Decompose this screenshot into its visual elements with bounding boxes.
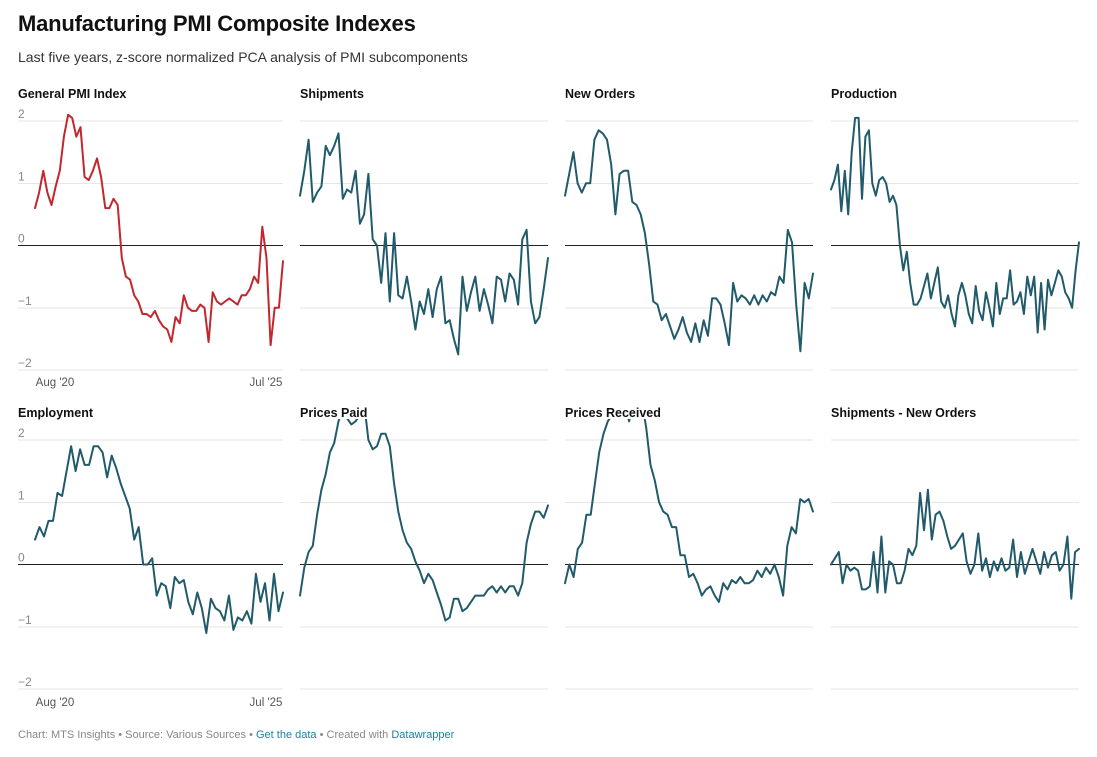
series-line <box>299 132 549 356</box>
y-tick-label: −1 <box>18 294 32 308</box>
series-line <box>564 129 814 353</box>
panel-title: New Orders <box>565 87 635 101</box>
y-tick-label: −1 <box>18 613 32 627</box>
series-line <box>830 116 1080 334</box>
y-tick-label: 0 <box>18 551 25 565</box>
chart-subtitle: Last five years, z-score normalized PCA … <box>18 49 468 65</box>
panel-title: Production <box>831 87 897 101</box>
panel: Shipments <box>299 87 549 371</box>
x-tick-label: Aug '20 <box>36 377 75 389</box>
x-tick-label: Aug '20 <box>36 697 75 709</box>
series-line <box>830 488 1080 600</box>
panel: Production <box>830 87 1080 371</box>
panel: Prices Received <box>564 406 814 690</box>
datawrapper-link[interactable]: Datawrapper <box>391 729 455 741</box>
panel-title: General PMI Index <box>18 87 126 101</box>
panel-title: Employment <box>18 406 94 420</box>
x-tick-label: Jul '25 <box>250 377 283 389</box>
footer-created-with: Created with <box>326 729 389 741</box>
panel-title: Prices Received <box>565 406 661 420</box>
panel-title: Shipments <box>300 87 364 101</box>
series-line <box>299 419 549 622</box>
y-tick-label: −2 <box>18 675 32 689</box>
footer: Chart: MTS Insights • Source: Various So… <box>18 729 455 741</box>
y-tick-label: 0 <box>18 232 25 246</box>
y-tick-label: 2 <box>18 107 25 121</box>
panel: 2 1 0 −1 −2 Employment Aug '20 Jul '25 <box>18 406 284 709</box>
panel: Shipments - New Orders <box>830 406 1080 690</box>
series-line <box>34 113 284 347</box>
panel: New Orders <box>564 87 814 371</box>
footer-credit: Chart: MTS Insights <box>18 729 116 741</box>
chart-title: Manufacturing PMI Composite Indexes <box>18 11 416 36</box>
y-tick-label: 1 <box>18 488 25 502</box>
y-tick-label: 2 <box>18 426 25 440</box>
footer-source: Source: Various Sources <box>125 729 247 741</box>
series-line <box>34 445 284 634</box>
series-line <box>564 419 814 603</box>
panel-title: Shipments - New Orders <box>831 406 976 420</box>
panel: Prices Paid <box>299 406 549 690</box>
panel-title: Prices Paid <box>300 406 367 420</box>
get-data-link[interactable]: Get the data <box>256 729 317 741</box>
y-tick-label: 1 <box>18 169 25 183</box>
panel: 2 1 0 −1 −2 General PMI Index Aug '20 Jul '25 <box>18 87 284 389</box>
y-tick-label: −2 <box>18 356 32 370</box>
x-tick-label: Jul '25 <box>250 697 283 709</box>
